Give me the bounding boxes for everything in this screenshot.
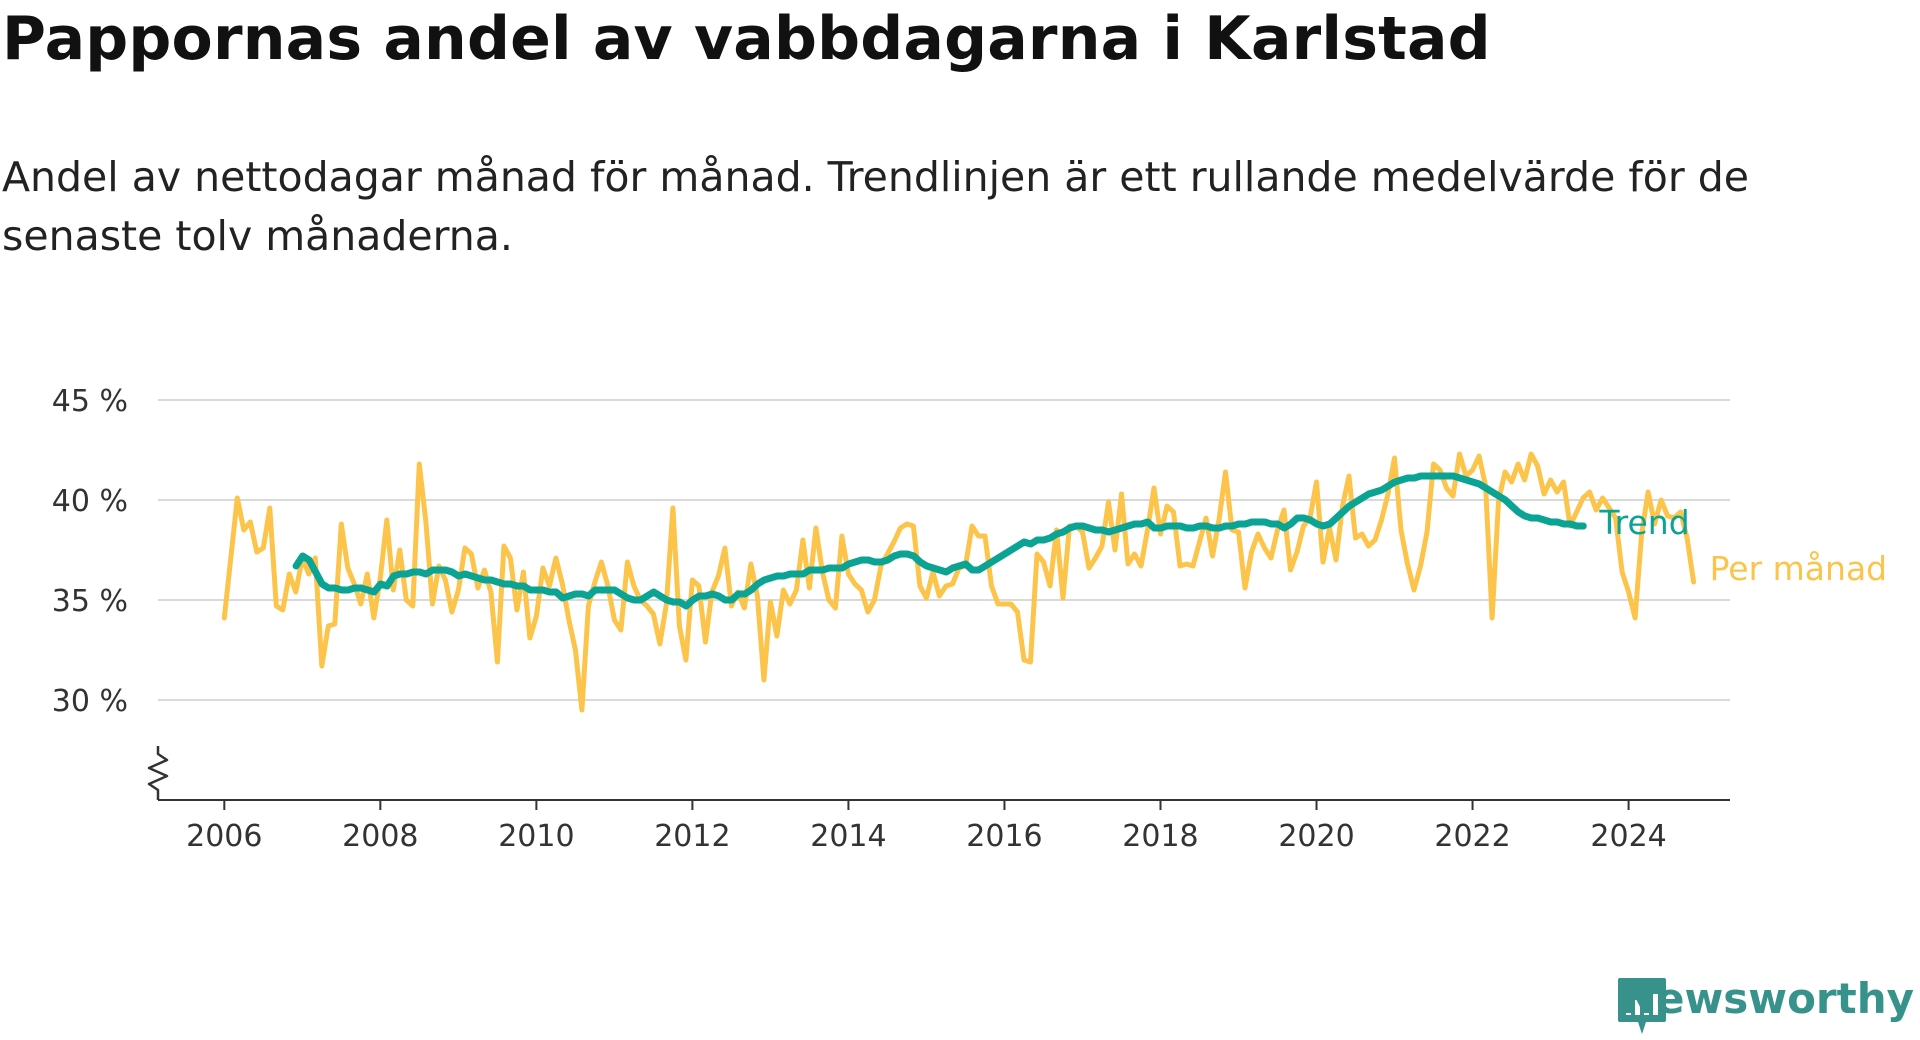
x-axis: 2006 2008 2010 2012 2014 2016 2018 2020 2022 2024	[158, 799, 1730, 854]
x-tick-label: 2008	[342, 819, 418, 854]
y-tick-label: 30 %	[52, 684, 128, 719]
x-tick-label: 2010	[498, 819, 574, 854]
x-tick-label: 2022	[1434, 819, 1510, 854]
series-lines	[221, 451, 1697, 713]
newsworthy-logo-icon	[1618, 978, 1666, 1034]
series-line-trend	[292, 472, 1587, 610]
y-tick-label: 45 %	[52, 384, 128, 419]
axis-break-zigzag	[147, 746, 169, 800]
x-tick-label: 2006	[186, 819, 262, 854]
y-tick-label: 35 %	[52, 584, 128, 619]
series-label-per-manad: Per månad	[1710, 549, 1888, 588]
y-axis-break-icon	[147, 746, 169, 800]
x-tick-label: 2012	[654, 819, 730, 854]
brand-name: Newsworthy	[1620, 974, 1914, 1023]
series-line-per-manad	[221, 451, 1697, 713]
chart-subtitle: Andel av nettodagar månad för månad. Tre…	[2, 153, 1749, 260]
x-tick-label: 2014	[810, 819, 886, 854]
x-tick-label: 2018	[1122, 819, 1198, 854]
y-tick-label: 40 %	[52, 484, 128, 519]
chart-title: Pappornas andel av vabbdagarna i Karlsta…	[2, 4, 1491, 74]
series-label-trend: Trend	[1598, 503, 1689, 542]
x-tick-label: 2024	[1590, 819, 1666, 854]
y-axis-ticks: 30 % 35 % 40 % 45 %	[52, 384, 128, 719]
series-labels: Trend Per månad	[1598, 503, 1887, 588]
x-tick-label: 2016	[966, 819, 1042, 854]
x-tick-label: 2020	[1278, 819, 1354, 854]
